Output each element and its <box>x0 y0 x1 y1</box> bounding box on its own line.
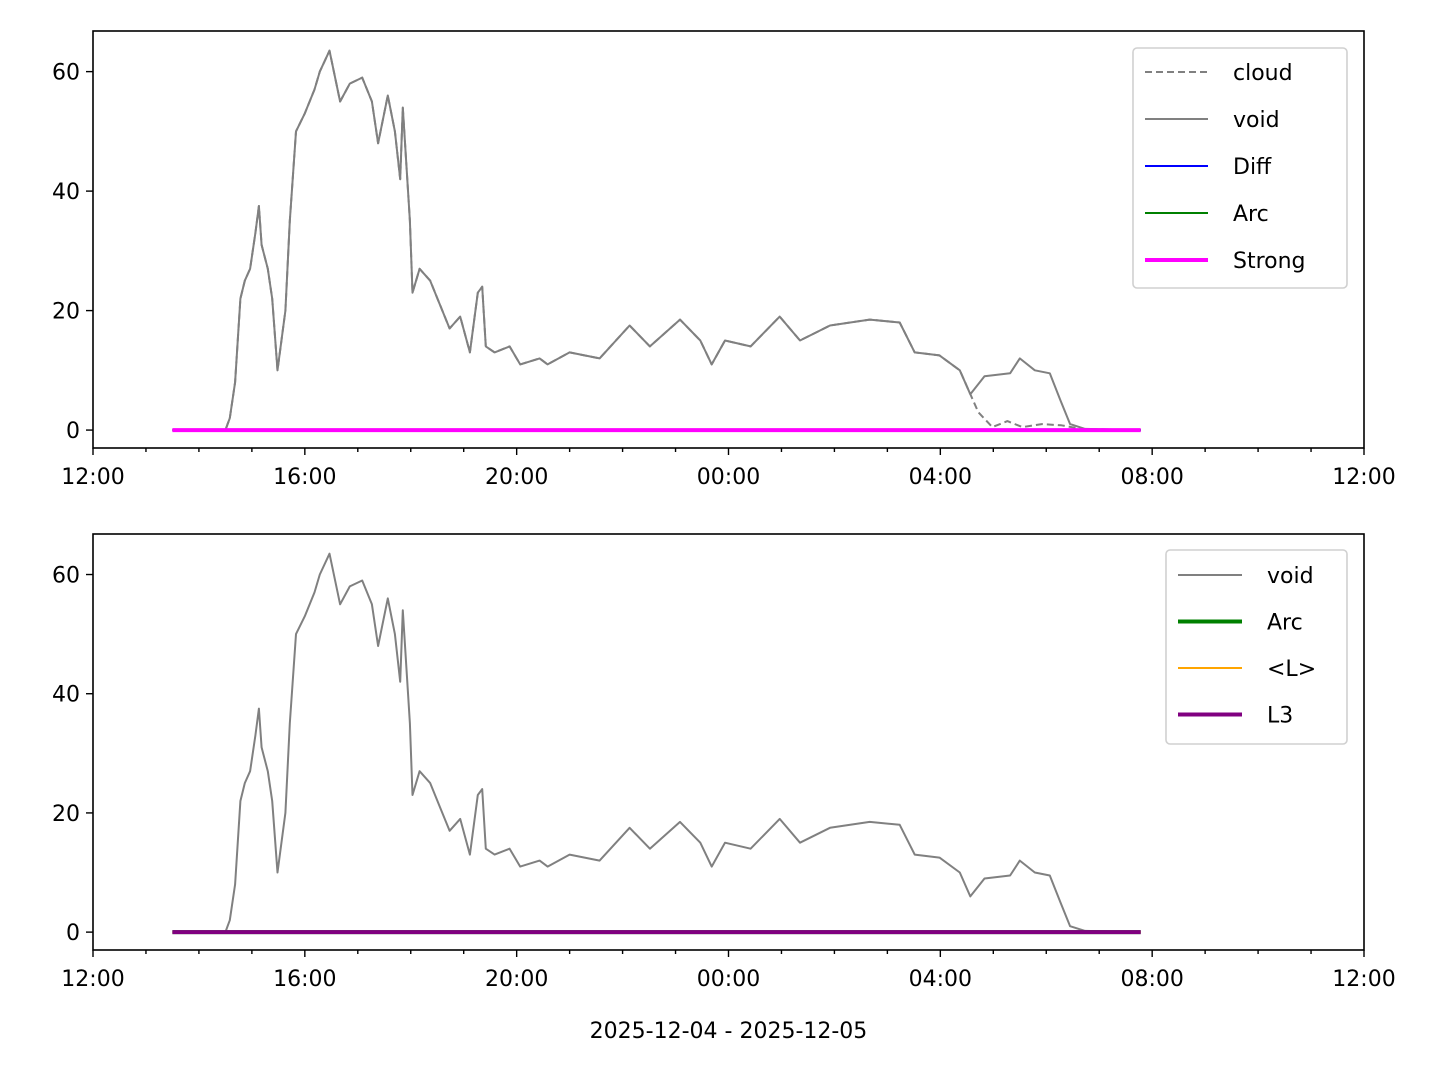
x-tick-label: 04:00 <box>909 967 972 992</box>
y-tick-label: 60 <box>52 61 80 86</box>
x-axis-label: 2025-12-04 - 2025-12-05 <box>590 1019 868 1044</box>
legend-label: Arc <box>1233 202 1269 227</box>
y-tick-label: 60 <box>52 564 80 589</box>
y-tick-label: 0 <box>66 419 80 444</box>
series-line-cloud <box>172 49 1141 432</box>
legend-label: <L> <box>1267 657 1316 682</box>
x-tick-label: 12:00 <box>61 465 124 490</box>
legend-label: void <box>1233 108 1280 133</box>
x-tick-label: 20:00 <box>485 465 548 490</box>
legend-label: void <box>1267 564 1314 589</box>
x-tick-label: 20:00 <box>485 967 548 992</box>
series-line-void <box>172 552 1141 934</box>
legend-box <box>1132 47 1348 289</box>
x-tick-label: 12:00 <box>61 967 124 992</box>
legend-label: Diff <box>1233 155 1272 180</box>
subplot-1: 12:00 16:00 20:00 00:00 04:00 08:00 12:00 0 20 40… <box>52 30 1396 490</box>
y-tick-label: 20 <box>52 300 80 325</box>
x-tick-label: 08:00 <box>1120 465 1183 490</box>
y-tick-label: 40 <box>52 180 80 205</box>
legend-label: Strong <box>1233 249 1306 274</box>
x-tick-label: 00:00 <box>697 967 760 992</box>
y-tick-label: 20 <box>52 802 80 827</box>
legend-label: cloud <box>1233 61 1293 86</box>
x-tick-label: 12:00 <box>1332 465 1395 490</box>
legend: void Arc <L> L3 <box>1165 549 1348 745</box>
x-tick-label: 04:00 <box>909 465 972 490</box>
x-tick-label: 12:00 <box>1332 967 1395 992</box>
legend-label: L3 <box>1267 704 1293 729</box>
x-tick-label: 16:00 <box>273 465 336 490</box>
legend: cloud void Diff Arc Strong <box>1132 47 1348 289</box>
y-tick-label: 40 <box>52 683 80 708</box>
series-line-void <box>172 49 1141 432</box>
y-tick-label: 0 <box>66 921 80 946</box>
x-tick-label: 00:00 <box>697 465 760 490</box>
legend-label: Arc <box>1267 611 1303 636</box>
x-tick-label: 08:00 <box>1120 967 1183 992</box>
x-tick-label: 16:00 <box>273 967 336 992</box>
legend-box <box>1165 549 1348 745</box>
subplot-2: 12:00 16:00 20:00 00:00 04:00 08:00 12:00 0 20 40… <box>52 533 1396 1044</box>
